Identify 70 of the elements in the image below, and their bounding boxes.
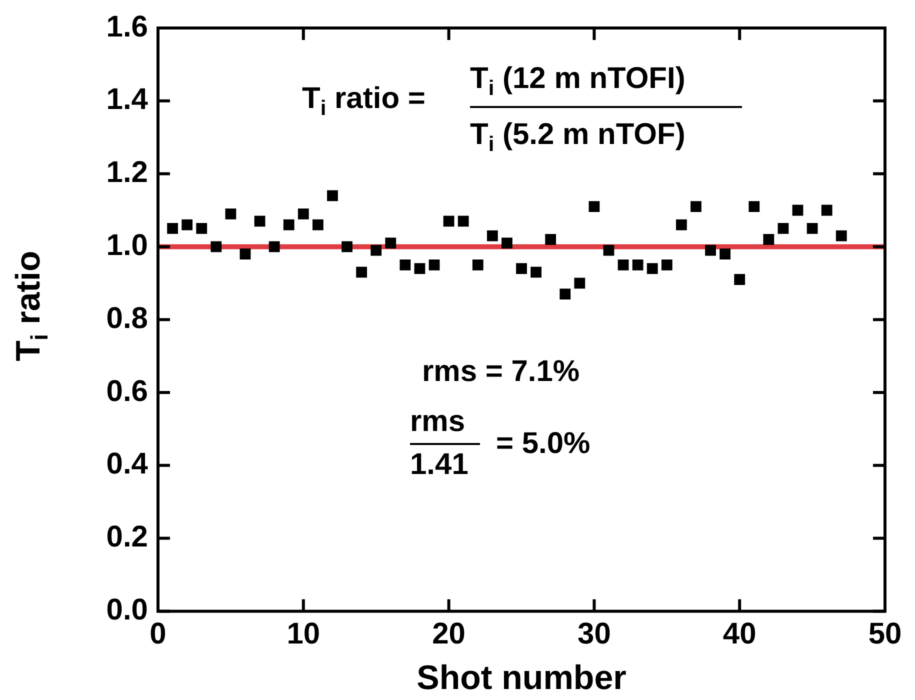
point [370, 244, 382, 256]
annotation: 1.41 [410, 448, 468, 482]
point [327, 190, 338, 202]
annotation: = 5.0% [496, 427, 590, 461]
x-tick-label: 10 [286, 617, 320, 650]
annotation: T$_{i}$ (5.2 m nTOF) [470, 118, 686, 157]
point [821, 204, 832, 216]
point [298, 208, 309, 220]
point [748, 201, 760, 212]
x-axis-title: Shot number [416, 658, 626, 697]
point [502, 238, 512, 249]
point [588, 201, 600, 212]
x-tick-label: 40 [722, 617, 756, 650]
x-tick-label: 0 [150, 617, 166, 650]
y-tick-label: 0.4 [106, 448, 148, 481]
point [516, 263, 527, 274]
annotation: T$_{i}$ (12 m nTOFI) [470, 62, 686, 101]
x-tick-label: 20 [432, 617, 466, 650]
point [676, 219, 687, 230]
point [225, 208, 236, 220]
point [414, 263, 426, 274]
point [400, 259, 411, 270]
y-tick-label: 1.0 [106, 228, 148, 262]
point [530, 266, 542, 278]
y-tick-label: 0.0 [106, 593, 148, 626]
point [268, 241, 280, 252]
point [705, 244, 716, 256]
point [458, 216, 469, 227]
annotation: T$_{i}$ ratio = [302, 82, 426, 121]
point [806, 223, 818, 234]
y-tick-label: 0.6 [106, 374, 148, 408]
point [618, 259, 629, 270]
point [661, 259, 672, 270]
point [646, 263, 658, 274]
point [196, 223, 208, 234]
y-tick-label: 1.6 [106, 10, 148, 44]
point [486, 230, 498, 242]
point [240, 248, 251, 260]
point [167, 223, 178, 234]
point [472, 259, 484, 270]
point [254, 216, 266, 227]
annotation: rms [410, 405, 466, 439]
point [428, 259, 440, 270]
point [574, 278, 586, 289]
point [385, 238, 396, 249]
point [560, 288, 571, 300]
point [312, 219, 324, 230]
annotation: rms = 7.1% [422, 355, 580, 389]
point [632, 259, 644, 270]
y-tick-label: 0.8 [106, 302, 148, 335]
y-tick-label: 0.2 [106, 520, 148, 554]
point [356, 266, 368, 278]
point [443, 216, 454, 227]
point [720, 248, 731, 260]
y-tick-label: 1.2 [106, 156, 148, 190]
point [836, 230, 847, 242]
point [778, 223, 789, 234]
point [603, 244, 614, 256]
x-tick-label: 50 [868, 617, 902, 650]
point [182, 219, 193, 230]
point [342, 241, 352, 252]
x-tick-label: 30 [578, 617, 611, 650]
point [210, 241, 222, 252]
y-tick-label: 1.4 [106, 83, 148, 116]
point [763, 234, 774, 245]
point [545, 234, 556, 245]
point [690, 201, 702, 212]
point [283, 219, 294, 230]
point [734, 274, 746, 285]
point [792, 204, 804, 216]
